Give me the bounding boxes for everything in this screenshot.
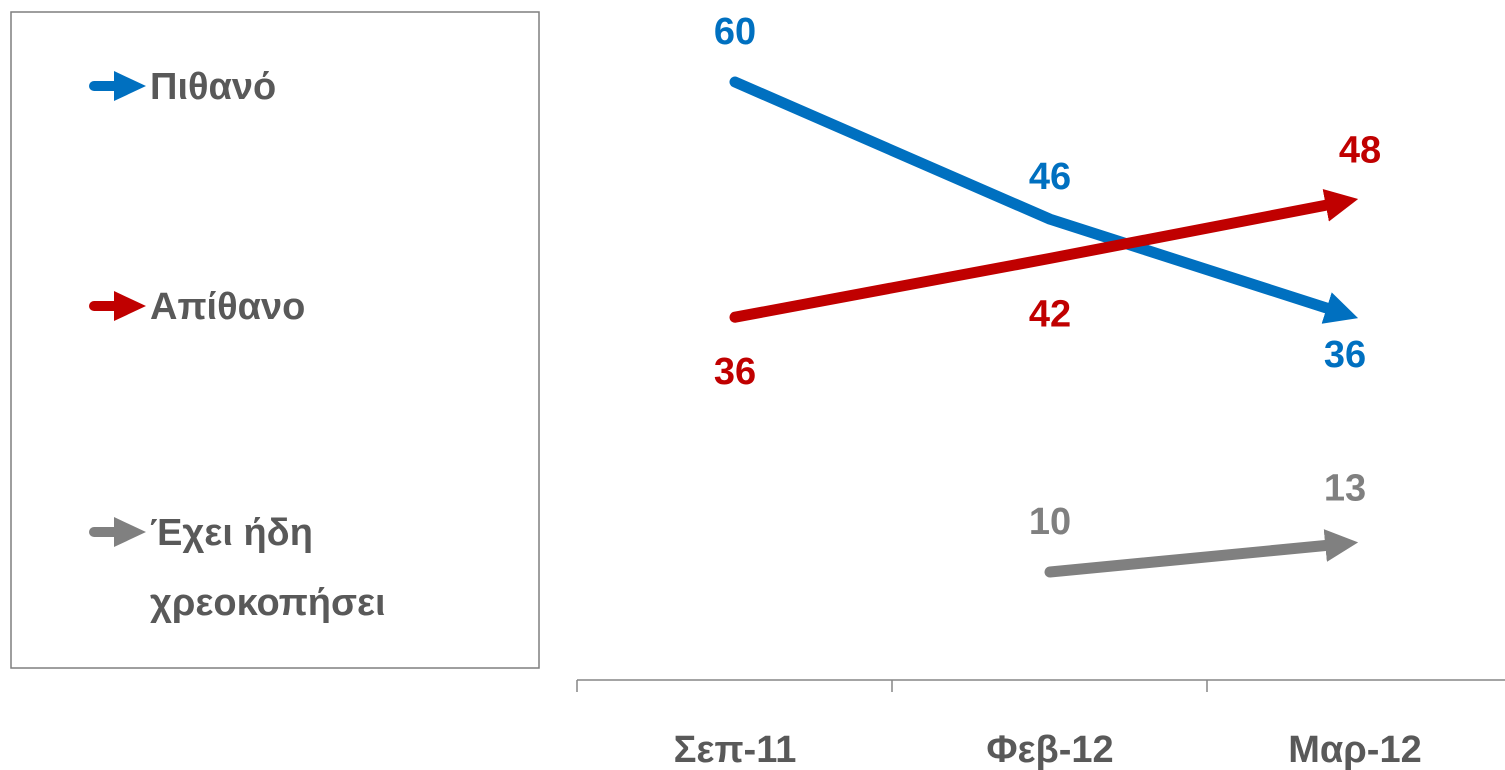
legend-label: Απίθανο: [150, 286, 305, 328]
x-tick-label: Φεβ-12: [986, 729, 1113, 770]
x-tick-label: Μαρ-12: [1288, 729, 1421, 770]
legend-entry: Πιθανό: [89, 66, 276, 108]
legend-label: χρεοκοπήσει: [150, 582, 386, 624]
data-label: 13: [1324, 468, 1366, 510]
legend-label: Πιθανό: [150, 66, 276, 108]
legend-entry: Έχει ήδη χρεοκοπήσει: [89, 512, 386, 624]
data-label: 42: [1029, 293, 1071, 335]
series-line: [729, 76, 1359, 324]
legend-label: Έχει ήδη: [150, 512, 313, 554]
data-label: 10: [1029, 501, 1071, 543]
data-label: 46: [1029, 156, 1071, 198]
data-label: 36: [714, 351, 756, 393]
legend-arrowhead-icon: [114, 517, 146, 547]
series-line: [1044, 529, 1359, 578]
legend-entry: Απίθανο: [89, 286, 305, 328]
data-label: 60: [714, 11, 756, 53]
data-label: 36: [1324, 334, 1366, 376]
data-label: 48: [1339, 130, 1381, 172]
legend-arrowhead-icon: [114, 71, 146, 101]
x-tick-label: Σεπ-11: [674, 729, 797, 770]
legend-box: [10, 11, 540, 669]
series-lines: [729, 76, 1359, 578]
series-line: [729, 189, 1359, 323]
legend: Πιθανό Απίθανο Έχει ήδη χρεοκοπήσει: [89, 66, 386, 624]
legend-arrowhead-icon: [114, 291, 146, 321]
x-axis: Σεπ-11 Φεβ-12 Μαρ-12: [576, 679, 1505, 770]
data-labels: 60 46 36 36 42 48 10 13: [714, 11, 1381, 543]
